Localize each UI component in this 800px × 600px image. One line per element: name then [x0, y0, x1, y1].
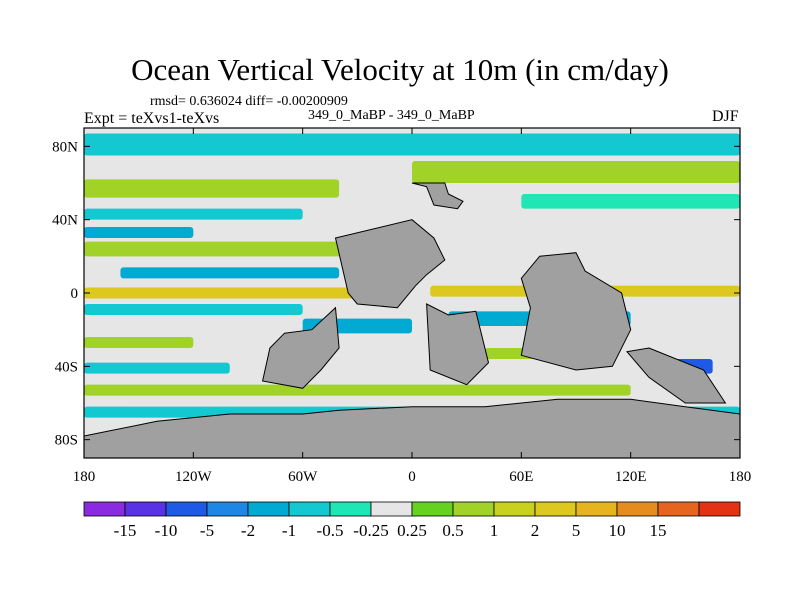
- stats-text: rmsd= 0.636024 diff= -0.00200909: [150, 94, 348, 109]
- colorbar-label-13: 15: [650, 521, 667, 540]
- colorbar-label-10: 2: [531, 521, 540, 540]
- colorbar-swatch-8: [411, 501, 454, 517]
- x-tick-label-2: 60W: [288, 469, 318, 485]
- field-band-2: [412, 161, 740, 183]
- land-mass-5: [626, 347, 727, 404]
- colorbar-label-0: -15: [114, 521, 137, 540]
- case-label: 349_0_MaBP - 349_0_MaBP: [308, 108, 475, 123]
- colorbar-swatch-9: [452, 501, 495, 517]
- colorbar-swatch-11: [534, 501, 577, 517]
- colorbar-label-3: -2: [241, 521, 255, 540]
- field-band-3: [521, 194, 740, 209]
- colorbar-label-1: -10: [155, 521, 178, 540]
- field-band-5: [84, 227, 194, 238]
- colorbar-swatch-14: [657, 501, 700, 517]
- colorbar-label-11: 5: [572, 521, 581, 540]
- land-mass-0: [334, 219, 446, 309]
- colorbar-swatch-7: [370, 501, 413, 517]
- colorbar-swatch-12: [575, 501, 618, 517]
- x-tick-label-3: 0: [408, 469, 416, 485]
- x-tick-label-4: 60E: [509, 469, 533, 485]
- field-band-10: [84, 304, 303, 315]
- field-layer: [84, 133, 740, 418]
- x-tick-label-0: 180: [73, 469, 96, 485]
- colorbar-swatch-4: [247, 501, 290, 517]
- land-layer: [84, 182, 740, 458]
- land-mass-1: [426, 303, 490, 386]
- colorbar-swatch-0: [83, 501, 126, 517]
- x-tick-label-5: 120E: [615, 469, 647, 485]
- colorbar: -15 -10 -5 -2 -1 -0.5 -0.25 0.25 0.5 1 2 5 10 15: [83, 501, 741, 540]
- field-band-13: [84, 337, 194, 348]
- colorbar-label-8: 0.5: [442, 521, 463, 540]
- land-mass-6: [84, 398, 740, 458]
- y-tick-label-0: 80N: [52, 139, 78, 155]
- x-tick-label-6: 180: [729, 469, 752, 485]
- field-band-15: [84, 362, 230, 374]
- land-mass-3: [411, 182, 464, 210]
- chart-title: Ocean Vertical Velocity at 10m (in cm/da…: [131, 52, 669, 87]
- field-band-7: [120, 267, 340, 279]
- field-band-0: [84, 133, 740, 156]
- y-tick-label-2: 0: [71, 286, 79, 302]
- colorbar-swatch-5: [288, 501, 331, 517]
- colorbar-swatch-10: [493, 501, 536, 517]
- season-label: DJF: [712, 108, 739, 125]
- colorbar-label-4: -1: [282, 521, 296, 540]
- colorbar-label-12: 10: [609, 521, 626, 540]
- field-band-1: [84, 179, 340, 198]
- field-band-6: [84, 241, 376, 257]
- colorbar-label-5: -0.5: [317, 521, 344, 540]
- land-mass-4: [520, 252, 632, 371]
- colorbar-label-6: -0.25: [353, 521, 388, 540]
- land-mass-2: [261, 306, 340, 389]
- colorbar-swatch-2: [165, 501, 208, 517]
- colorbar-label-2: -5: [200, 521, 214, 540]
- field-band-17: [84, 384, 631, 396]
- y-tick-label-4: 80S: [55, 433, 78, 449]
- y-tick-label-1: 40N: [52, 213, 78, 229]
- colorbar-swatch-6: [329, 501, 372, 517]
- colorbar-swatch-13: [616, 501, 659, 517]
- field-band-4: [84, 208, 303, 220]
- field-band-8: [84, 287, 394, 299]
- colorbar-label-7: 0.25: [397, 521, 427, 540]
- x-tick-label-1: 120W: [175, 469, 213, 485]
- colorbar-swatch-15: [698, 501, 741, 517]
- colorbar-swatch-1: [124, 501, 167, 517]
- colorbar-label-9: 1: [490, 521, 499, 540]
- axes-layer: 180 120W 60W 0 60E 120E 180 80N 40N 0 40S 80S: [52, 128, 751, 485]
- colorbar-swatch-3: [206, 501, 249, 517]
- y-tick-label-3: 40S: [55, 359, 78, 375]
- experiment-label: Expt = teXvs1-teXvs: [84, 110, 220, 127]
